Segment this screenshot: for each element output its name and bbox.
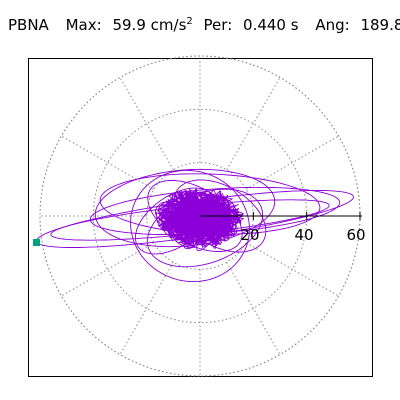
grid-spoke: [61, 135, 155, 190]
angle-value: 189.8: [360, 16, 400, 34]
trace-core: [154, 188, 245, 252]
max-label: Max:: [65, 16, 102, 34]
tick-label: 60: [346, 226, 365, 244]
radial-axis: 20 40 60: [200, 212, 366, 244]
angle-label: Ang:: [315, 16, 350, 34]
max-unit: cm/s2: [151, 16, 193, 34]
max-unit-exponent: 2: [186, 16, 193, 27]
period-label: Per:: [203, 16, 233, 34]
plot-header: PBNA Max: 59.9 cm/s2 Per: 0.440 s Ang: 1…: [8, 16, 400, 34]
grid-spoke: [119, 77, 174, 171]
grid-spoke: [226, 77, 281, 171]
grid-spoke: [245, 135, 339, 190]
trace-loop: [94, 168, 276, 248]
grid-spoke: [245, 242, 339, 297]
trace-loop: [89, 186, 341, 236]
max-point-marker: [33, 239, 40, 246]
period-value: 0.440 s: [243, 16, 299, 34]
grid-spoke: [119, 261, 174, 355]
max-value: 59.9: [112, 16, 146, 34]
max-unit-base: cm/s: [150, 16, 187, 34]
trace-loop: [147, 180, 243, 252]
grid-spoke: [226, 261, 281, 355]
trace-loop: [130, 169, 250, 283]
grid-spoke: [61, 242, 155, 297]
trace-loop: [173, 179, 267, 253]
trace-loop: [99, 173, 321, 235]
tick-label: 40: [294, 226, 313, 244]
station-code: PBNA: [8, 16, 49, 34]
tick-label: 20: [240, 226, 259, 244]
